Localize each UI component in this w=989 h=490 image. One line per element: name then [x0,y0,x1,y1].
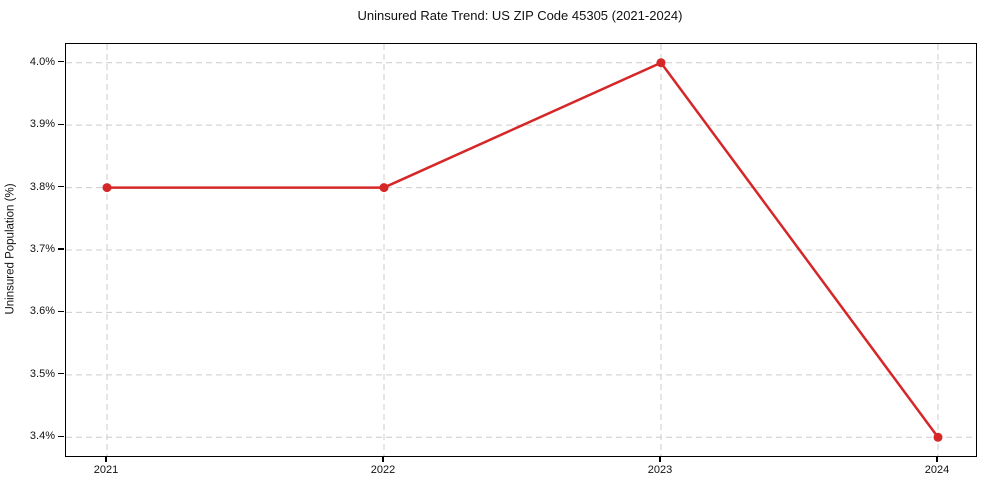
y-tick-mark [58,185,64,188]
x-tick-mark [936,456,938,462]
chart-title: Uninsured Rate Trend: US ZIP Code 45305 … [357,8,683,23]
data-point-marker [102,183,112,193]
y-tick-label: 4.0% [29,55,55,68]
y-tick-label: 3.4% [29,430,55,443]
x-tick-mark [105,456,107,462]
plot-area [65,43,977,457]
x-tick-label: 2023 [647,464,673,476]
data-point-marker [656,58,666,68]
y-tick-mark [58,310,64,313]
y-tick-mark [58,373,64,375]
y-tick-label: 3.6% [29,305,55,318]
data-point-marker [379,183,389,193]
y-tick-mark [58,435,64,437]
y-tick-label: 3.9% [29,118,55,131]
trend-line [105,61,940,439]
y-tick-label: 3.8% [29,180,55,193]
line-chart-canvas [66,44,976,456]
x-tick-mark [659,456,661,462]
x-tick-label: 2022 [370,464,396,476]
y-tick-mark [58,123,64,125]
y-tick-label: 3.5% [29,367,55,380]
x-tick-label: 2021 [93,464,119,476]
y-tick-mark [58,61,64,63]
y-tick-label: 3.7% [29,243,55,255]
x-tick-label: 2024 [924,464,950,476]
x-tick-mark [382,456,384,462]
data-point-marker [933,432,943,442]
y-tick-mark [58,248,64,250]
